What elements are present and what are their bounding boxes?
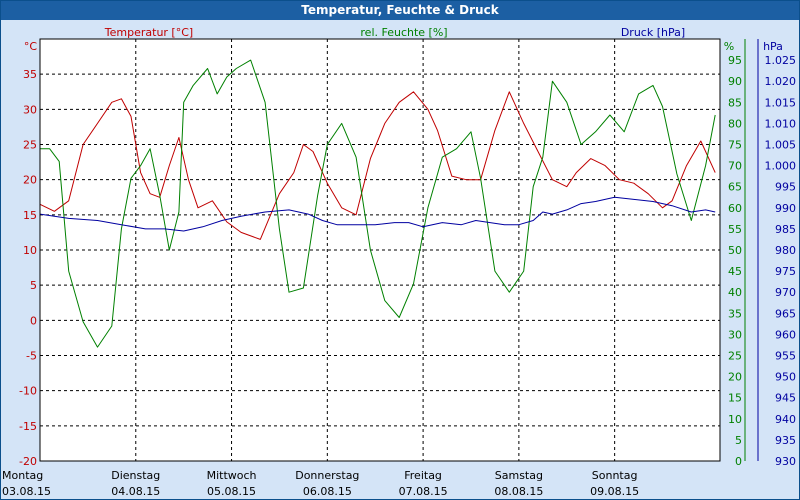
pressure-tick-label: 945 [775,392,796,405]
pressure-tick-label: 975 [775,265,796,278]
humidity-tick-label: 35 [728,307,742,320]
humidity-tick-label: 65 [728,181,742,194]
humidity-tick-label: 80 [728,117,742,130]
humidity-tick-label: 70 [728,160,742,173]
temperature-tick-label: -10 [19,385,37,398]
pressure-tick-label: 950 [775,371,796,384]
window-title: Temperatur, Feuchte & Druck [1,1,799,20]
plot-border [39,38,721,462]
pressure-axis-title: Druck [hPa] [621,26,685,39]
pressure-tick-label: 940 [775,413,796,426]
grid [40,39,720,461]
x-tick-date: 07.08.15 [399,485,448,498]
humidity-tick-label: 15 [728,392,742,405]
pressure-tick-label: 960 [775,328,796,341]
humidity-tick-label: 85 [728,96,742,109]
pressure-tick-label: 955 [775,350,796,363]
pressure-tick-label: 965 [775,307,796,320]
temperature-series-line [39,91,716,240]
humidity-tick-label: 0 [735,455,742,468]
temperature-tick-label: 5 [30,279,37,292]
temperature-tick-label: 15 [23,209,37,222]
pressure-tick-label: 995 [775,181,796,194]
x-tick-day: Sonntag [592,469,638,482]
humidity-tick-label: 10 [728,413,742,426]
pressure-tick-label: 1.015 [765,96,797,109]
temperature-axis-title: Temperatur [°C] [104,26,193,39]
x-tick-day: Freitag [404,469,442,482]
humidity-tick-label: 75 [728,139,742,152]
x-tick-day: Dienstag [111,469,160,482]
pressure-tick-label: 1.010 [765,117,797,130]
temperature-tick-label: -15 [19,420,37,433]
x-tick-date: 05.08.15 [207,485,256,498]
humidity-tick-label: 20 [728,371,742,384]
humidity-tick-label: 95 [728,54,742,67]
pressure-tick-label: 970 [775,286,796,299]
pressure-tick-label: 1.020 [765,75,797,88]
humidity-tick-label: 25 [728,350,742,363]
temperature-tick-label: 10 [23,244,37,257]
x-tick-day: Donnerstag [295,469,359,482]
humidity-tick-label: 45 [728,265,742,278]
humidity-axis-title: rel. Feuchte [%] [360,26,447,39]
tick-labels: 35302520151050-5-10-15-20Montag03.08.15D… [2,54,796,498]
x-tick-date: 09.08.15 [590,485,639,498]
pressure-tick-label: 990 [775,202,796,215]
humidity-tick-label: 50 [728,244,742,257]
humidity-tick-label: 60 [728,202,742,215]
temperature-tick-label: 35 [23,68,37,81]
x-tick-date: 08.08.15 [494,485,543,498]
x-tick-day: Mittwoch [207,469,257,482]
series-layer [39,59,716,348]
temperature-unit-label: °C [24,40,38,53]
temperature-tick-label: -20 [19,455,37,468]
x-tick-date: 04.08.15 [111,485,160,498]
temperature-tick-label: -5 [26,350,37,363]
pressure-tick-label: 1.005 [765,139,797,152]
temperature-tick-label: 20 [23,174,37,187]
humidity-series-line [40,59,716,348]
x-tick-date: 03.08.15 [2,485,51,498]
temperature-tick-label: 0 [30,314,37,327]
humidity-unit-label: % [724,40,734,53]
x-tick-day: Montag [2,469,43,482]
pressure-tick-label: 985 [775,223,796,236]
pressure-tick-label: 980 [775,244,796,257]
pressure-tick-label: 1.000 [765,160,797,173]
temperature-tick-label: 30 [23,103,37,116]
humidity-tick-label: 40 [728,286,742,299]
humidity-tick-label: 5 [735,434,742,447]
axis-labels: °C Temperatur [°C] rel. Feuchte [%] Druc… [24,26,783,53]
temperature-tick-label: 25 [23,139,37,152]
pressure-tick-label: 930 [775,455,796,468]
x-tick-date: 06.08.15 [303,485,352,498]
humidity-tick-label: 30 [728,328,742,341]
humidity-tick-label: 90 [728,75,742,88]
pressure-series-line [39,196,716,232]
humidity-tick-label: 55 [728,223,742,236]
x-tick-day: Samstag [495,469,543,482]
pressure-tick-label: 935 [775,434,796,447]
pressure-unit-label: hPa [763,40,783,53]
pressure-tick-label: 1.025 [765,54,797,67]
